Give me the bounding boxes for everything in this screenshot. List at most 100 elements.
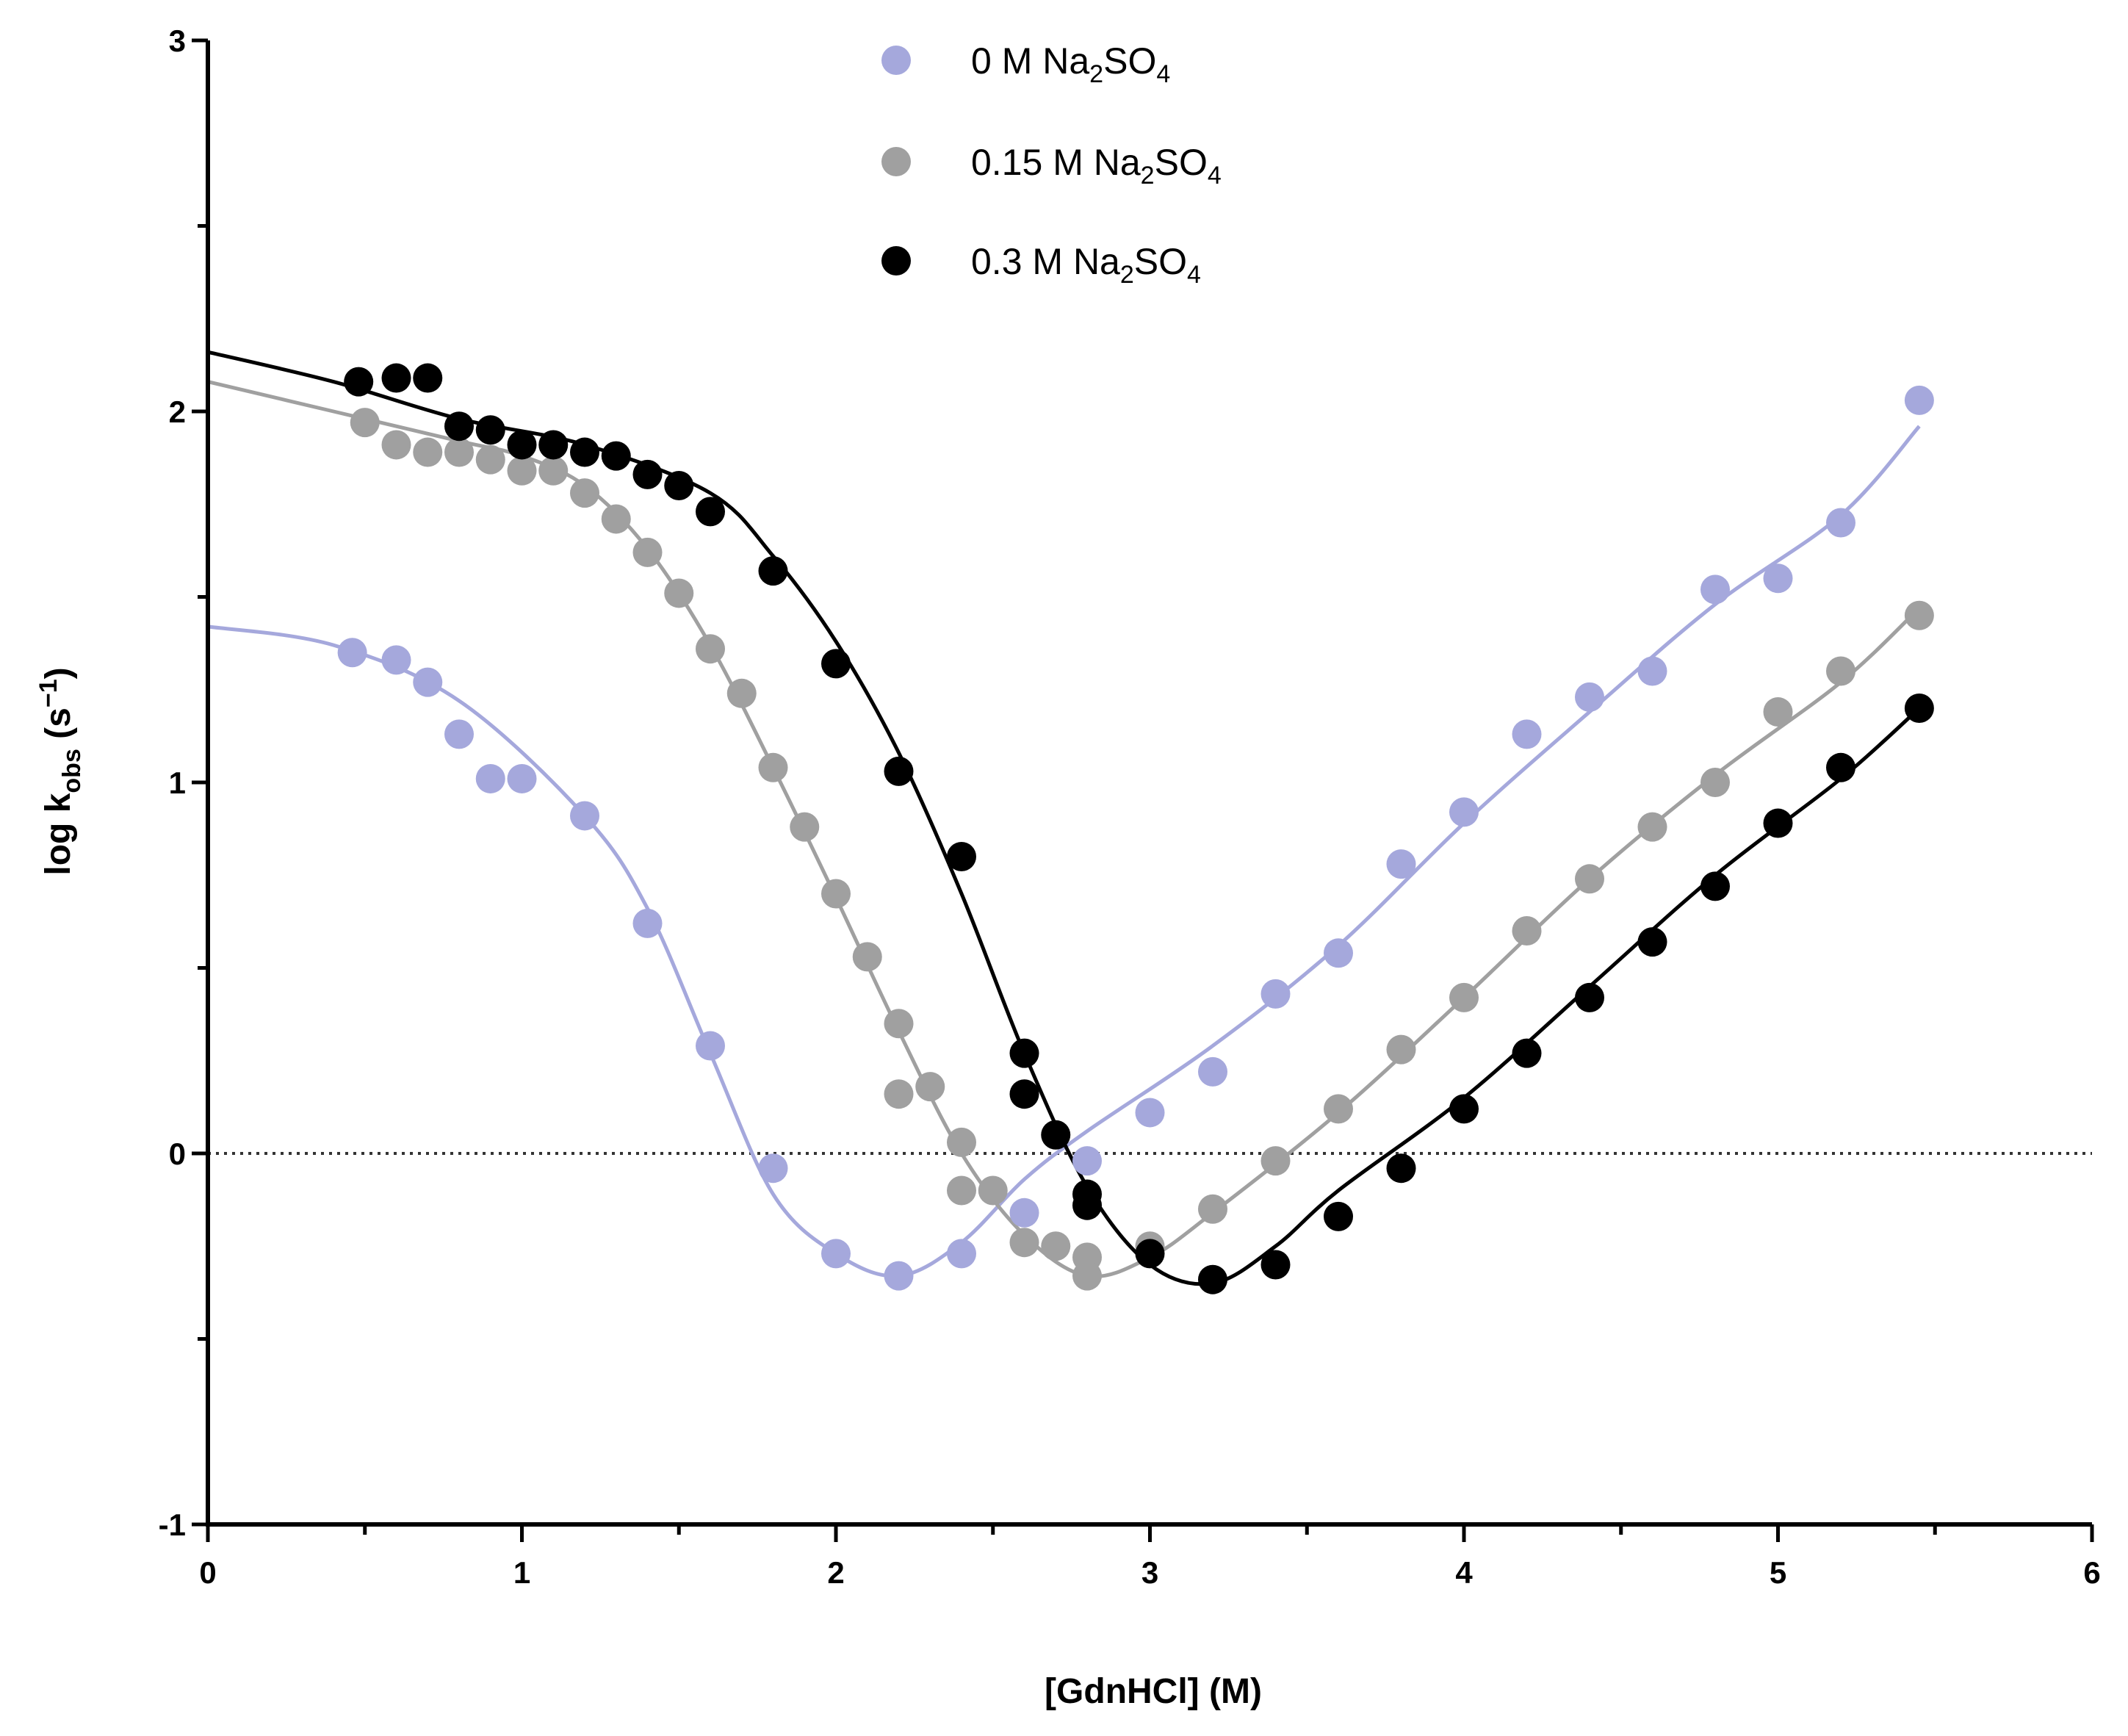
legend-item-0m: 0 M Na2SO4 [881, 40, 1170, 88]
data-point-series-0 [381, 645, 411, 675]
data-point-series-2 [601, 441, 631, 471]
data-point-series-0 [444, 719, 474, 749]
x-tick-label: 4 [1455, 1555, 1473, 1590]
y-axis-title: log kobs (s−1) [35, 667, 86, 875]
y-tick-label: 2 [169, 395, 186, 429]
y-tick-label: 0 [169, 1137, 186, 1171]
data-point-series-0 [696, 1031, 725, 1061]
data-point-series-1 [758, 752, 788, 782]
data-point-series-0 [1575, 682, 1604, 712]
legend-marker-015m [881, 147, 911, 176]
data-point-series-2 [1324, 1201, 1353, 1231]
data-point-series-1 [381, 430, 411, 460]
data-point-series-1 [601, 504, 631, 534]
data-point-series-1 [884, 1009, 914, 1039]
data-point-series-1 [1763, 697, 1793, 727]
x-axis-title: [GdnHCl] (M) [1045, 1672, 1262, 1711]
data-point-series-1 [852, 942, 882, 972]
data-point-series-2 [344, 367, 374, 397]
data-point-series-1 [1449, 982, 1479, 1012]
data-point-series-0 [507, 763, 537, 793]
data-point-series-2 [570, 437, 599, 467]
data-point-series-2 [1198, 1264, 1227, 1294]
legend-marker-0m [881, 46, 911, 75]
data-point-series-2 [1386, 1153, 1416, 1184]
data-point-series-1 [1009, 1228, 1039, 1258]
data-point-series-1 [538, 455, 569, 486]
x-tick-label: 0 [199, 1555, 216, 1590]
data-point-series-1 [570, 478, 599, 508]
legend-marker-03m [881, 246, 911, 275]
data-point-series-0 [1700, 575, 1730, 605]
data-point-series-1 [947, 1175, 976, 1206]
data-point-series-0 [1324, 938, 1353, 968]
data-point-series-1 [1072, 1261, 1102, 1291]
data-point-series-0 [884, 1261, 914, 1291]
data-point-series-2 [381, 363, 411, 393]
data-point-series-2 [507, 430, 537, 460]
x-tick-label: 3 [1141, 1555, 1158, 1590]
data-point-series-0 [1072, 1146, 1102, 1176]
x-tick-label: 6 [2083, 1555, 2100, 1590]
x-tick-label: 2 [827, 1555, 844, 1590]
data-point-series-0 [475, 763, 505, 793]
data-point-series-0 [1904, 385, 1934, 415]
data-point-series-0 [758, 1153, 788, 1184]
data-point-series-1 [444, 437, 474, 467]
data-point-series-1 [978, 1175, 1008, 1206]
data-point-series-2 [947, 842, 976, 871]
data-point-series-2 [1009, 1038, 1039, 1068]
data-point-series-1 [475, 444, 505, 475]
data-point-series-2 [413, 363, 443, 393]
data-point-series-2 [884, 756, 914, 786]
data-point-series-1 [1324, 1094, 1353, 1124]
data-point-series-2 [1826, 752, 1855, 782]
data-point-series-2 [664, 471, 694, 500]
fit-curve-series-0 [207, 425, 1921, 1278]
data-point-series-1 [507, 455, 537, 486]
x-tick-label: 1 [513, 1555, 530, 1590]
data-point-series-0 [1826, 508, 1855, 538]
data-point-series-1 [664, 578, 694, 608]
data-point-series-2 [1449, 1094, 1479, 1124]
data-point-series-2 [821, 649, 851, 679]
data-point-series-2 [1009, 1079, 1039, 1109]
data-point-series-0 [947, 1239, 976, 1269]
data-point-series-2 [1135, 1239, 1165, 1269]
y-tick-label: -1 [159, 1508, 186, 1542]
data-point-series-2 [475, 415, 505, 445]
data-point-series-1 [1826, 656, 1855, 686]
data-point-series-0 [1198, 1056, 1227, 1087]
x-tick-label: 5 [1770, 1555, 1786, 1590]
data-point-series-1 [790, 812, 820, 842]
data-point-series-2 [1512, 1038, 1542, 1068]
data-point-series-1 [947, 1127, 976, 1157]
data-points-layer [337, 363, 1934, 1294]
data-point-series-0 [632, 908, 663, 938]
y-tick-label: 3 [169, 24, 186, 58]
data-point-series-1 [350, 408, 380, 438]
data-point-series-2 [696, 497, 725, 527]
data-point-series-0 [337, 638, 367, 668]
data-point-series-2 [758, 556, 788, 586]
data-point-series-1 [1198, 1194, 1227, 1224]
legend-item-03m: 0.3 M Na2SO4 [881, 241, 1201, 289]
data-point-series-1 [1041, 1231, 1071, 1261]
legend-label-0m: 0 M Na2SO4 [971, 40, 1170, 88]
data-point-series-2 [1072, 1190, 1102, 1220]
data-point-series-0 [1386, 849, 1416, 879]
data-point-series-2 [1041, 1120, 1071, 1150]
data-point-series-0 [821, 1239, 851, 1269]
data-point-series-1 [632, 537, 663, 567]
data-point-series-1 [413, 437, 443, 467]
data-point-series-1 [696, 634, 725, 664]
data-point-series-0 [1449, 797, 1479, 827]
data-point-series-1 [1904, 600, 1934, 630]
data-point-series-0 [1512, 719, 1542, 749]
data-point-series-2 [538, 430, 569, 460]
data-point-series-0 [1763, 563, 1793, 594]
data-point-series-0 [413, 667, 443, 697]
data-point-series-1 [1700, 768, 1730, 797]
axes-layer: -1 0 1 2 3 0 1 2 3 4 5 6 [159, 24, 2101, 1590]
data-point-series-2 [1260, 1250, 1291, 1280]
